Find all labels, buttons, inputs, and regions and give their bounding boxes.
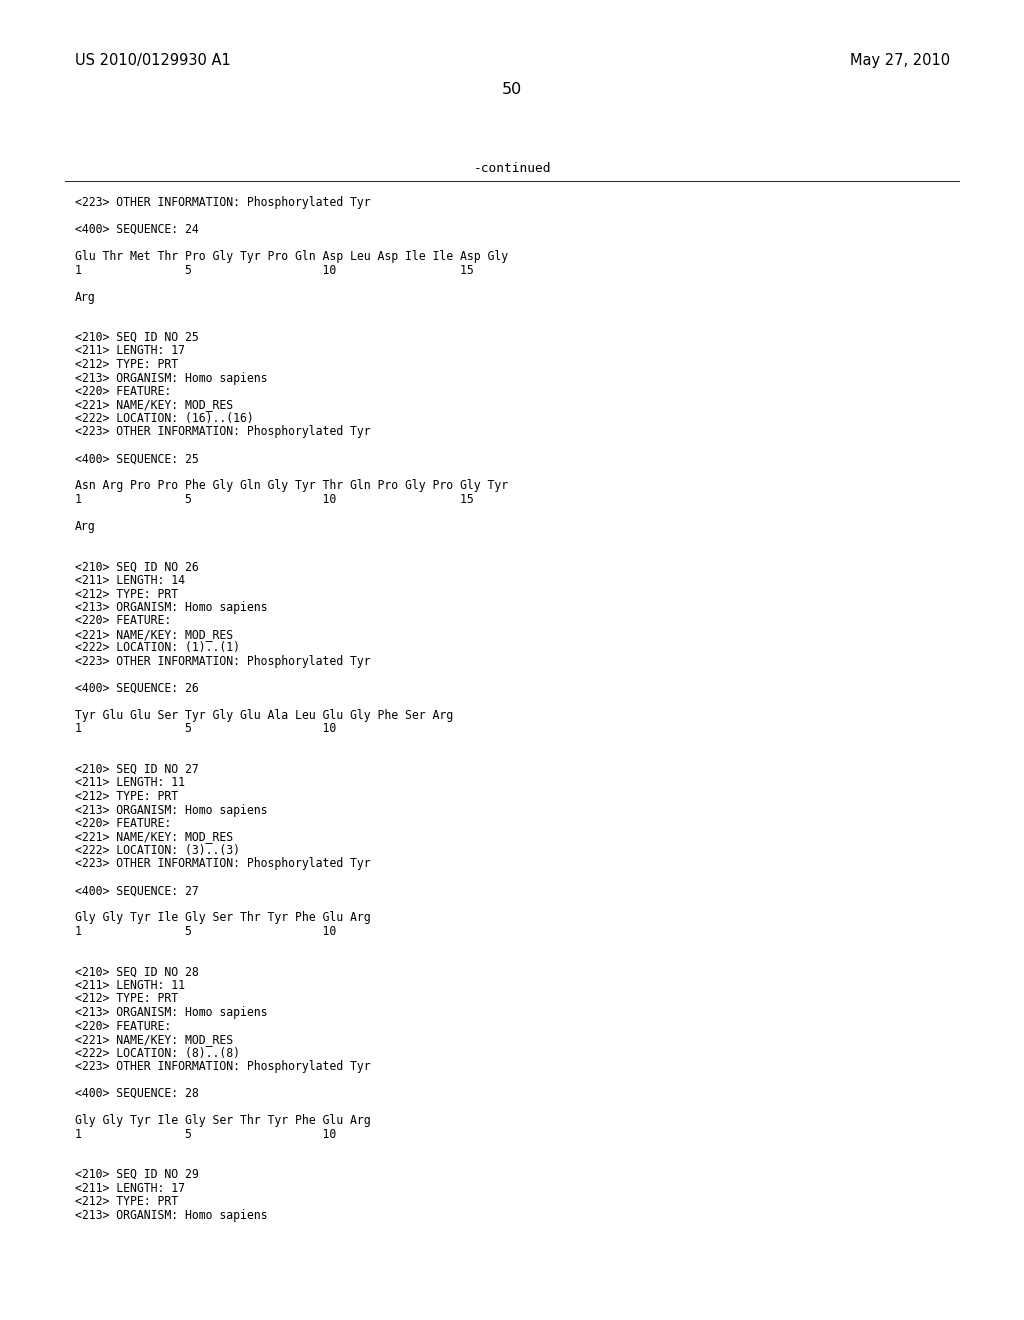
- Text: Glu Thr Met Thr Pro Gly Tyr Pro Gln Asp Leu Asp Ile Ile Asp Gly: Glu Thr Met Thr Pro Gly Tyr Pro Gln Asp …: [75, 249, 508, 263]
- Text: US 2010/0129930 A1: US 2010/0129930 A1: [75, 53, 230, 69]
- Text: 1               5                   10                  15: 1 5 10 15: [75, 492, 474, 506]
- Text: <212> TYPE: PRT: <212> TYPE: PRT: [75, 358, 178, 371]
- Text: <212> TYPE: PRT: <212> TYPE: PRT: [75, 789, 178, 803]
- Text: <213> ORGANISM: Homo sapiens: <213> ORGANISM: Homo sapiens: [75, 601, 267, 614]
- Text: <211> LENGTH: 17: <211> LENGTH: 17: [75, 345, 185, 358]
- Text: -continued: -continued: [473, 162, 551, 176]
- Text: <400> SEQUENCE: 27: <400> SEQUENCE: 27: [75, 884, 199, 898]
- Text: <210> SEQ ID NO 27: <210> SEQ ID NO 27: [75, 763, 199, 776]
- Text: <222> LOCATION: (8)..(8): <222> LOCATION: (8)..(8): [75, 1047, 240, 1060]
- Text: <211> LENGTH: 11: <211> LENGTH: 11: [75, 776, 185, 789]
- Text: 1               5                   10: 1 5 10: [75, 925, 336, 939]
- Text: <221> NAME/KEY: MOD_RES: <221> NAME/KEY: MOD_RES: [75, 1034, 233, 1045]
- Text: <220> FEATURE:: <220> FEATURE:: [75, 615, 171, 627]
- Text: Tyr Glu Glu Ser Tyr Gly Glu Ala Leu Glu Gly Phe Ser Arg: Tyr Glu Glu Ser Tyr Gly Glu Ala Leu Glu …: [75, 709, 454, 722]
- Text: <222> LOCATION: (1)..(1): <222> LOCATION: (1)..(1): [75, 642, 240, 655]
- Text: 1               5                   10: 1 5 10: [75, 1127, 336, 1140]
- Text: <211> LENGTH: 14: <211> LENGTH: 14: [75, 574, 185, 587]
- Text: 50: 50: [502, 82, 522, 96]
- Text: <212> TYPE: PRT: <212> TYPE: PRT: [75, 1195, 178, 1208]
- Text: 1               5                   10: 1 5 10: [75, 722, 336, 735]
- Text: <213> ORGANISM: Homo sapiens: <213> ORGANISM: Homo sapiens: [75, 1209, 267, 1221]
- Text: <223> OTHER INFORMATION: Phosphorylated Tyr: <223> OTHER INFORMATION: Phosphorylated …: [75, 1060, 371, 1073]
- Text: <210> SEQ ID NO 28: <210> SEQ ID NO 28: [75, 965, 199, 978]
- Text: <210> SEQ ID NO 26: <210> SEQ ID NO 26: [75, 561, 199, 573]
- Text: Asn Arg Pro Pro Phe Gly Gln Gly Tyr Thr Gln Pro Gly Pro Gly Tyr: Asn Arg Pro Pro Phe Gly Gln Gly Tyr Thr …: [75, 479, 508, 492]
- Text: <211> LENGTH: 17: <211> LENGTH: 17: [75, 1181, 185, 1195]
- Text: <221> NAME/KEY: MOD_RES: <221> NAME/KEY: MOD_RES: [75, 399, 233, 412]
- Text: <221> NAME/KEY: MOD_RES: <221> NAME/KEY: MOD_RES: [75, 830, 233, 843]
- Text: <400> SEQUENCE: 25: <400> SEQUENCE: 25: [75, 453, 199, 466]
- Text: <213> ORGANISM: Homo sapiens: <213> ORGANISM: Homo sapiens: [75, 371, 267, 384]
- Text: <223> OTHER INFORMATION: Phosphorylated Tyr: <223> OTHER INFORMATION: Phosphorylated …: [75, 655, 371, 668]
- Text: <223> OTHER INFORMATION: Phosphorylated Tyr: <223> OTHER INFORMATION: Phosphorylated …: [75, 425, 371, 438]
- Text: 1               5                   10                  15: 1 5 10 15: [75, 264, 474, 276]
- Text: <213> ORGANISM: Homo sapiens: <213> ORGANISM: Homo sapiens: [75, 804, 267, 817]
- Text: <400> SEQUENCE: 24: <400> SEQUENCE: 24: [75, 223, 199, 236]
- Text: May 27, 2010: May 27, 2010: [850, 53, 950, 69]
- Text: <211> LENGTH: 11: <211> LENGTH: 11: [75, 979, 185, 993]
- Text: <222> LOCATION: (16)..(16): <222> LOCATION: (16)..(16): [75, 412, 254, 425]
- Text: <212> TYPE: PRT: <212> TYPE: PRT: [75, 993, 178, 1006]
- Text: <400> SEQUENCE: 28: <400> SEQUENCE: 28: [75, 1086, 199, 1100]
- Text: <220> FEATURE:: <220> FEATURE:: [75, 385, 171, 399]
- Text: Arg: Arg: [75, 520, 95, 533]
- Text: <223> OTHER INFORMATION: Phosphorylated Tyr: <223> OTHER INFORMATION: Phosphorylated …: [75, 195, 371, 209]
- Text: Gly Gly Tyr Ile Gly Ser Thr Tyr Phe Glu Arg: Gly Gly Tyr Ile Gly Ser Thr Tyr Phe Glu …: [75, 1114, 371, 1127]
- Text: <223> OTHER INFORMATION: Phosphorylated Tyr: <223> OTHER INFORMATION: Phosphorylated …: [75, 858, 371, 870]
- Text: Arg: Arg: [75, 290, 95, 304]
- Text: <210> SEQ ID NO 29: <210> SEQ ID NO 29: [75, 1168, 199, 1181]
- Text: Gly Gly Tyr Ile Gly Ser Thr Tyr Phe Glu Arg: Gly Gly Tyr Ile Gly Ser Thr Tyr Phe Glu …: [75, 912, 371, 924]
- Text: <222> LOCATION: (3)..(3): <222> LOCATION: (3)..(3): [75, 843, 240, 857]
- Text: <221> NAME/KEY: MOD_RES: <221> NAME/KEY: MOD_RES: [75, 628, 233, 642]
- Text: <220> FEATURE:: <220> FEATURE:: [75, 817, 171, 830]
- Text: <220> FEATURE:: <220> FEATURE:: [75, 1019, 171, 1032]
- Text: <210> SEQ ID NO 25: <210> SEQ ID NO 25: [75, 331, 199, 345]
- Text: <212> TYPE: PRT: <212> TYPE: PRT: [75, 587, 178, 601]
- Text: <400> SEQUENCE: 26: <400> SEQUENCE: 26: [75, 682, 199, 696]
- Text: <213> ORGANISM: Homo sapiens: <213> ORGANISM: Homo sapiens: [75, 1006, 267, 1019]
